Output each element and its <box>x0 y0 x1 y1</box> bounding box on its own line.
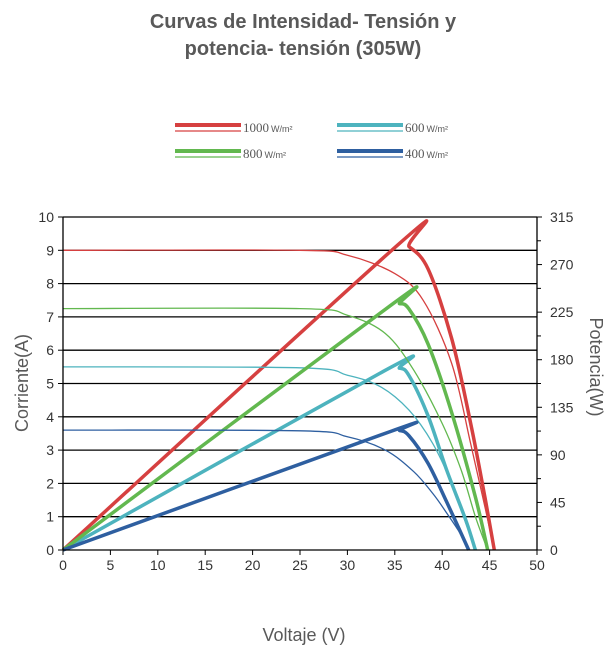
x-tick-label-10: 10 <box>150 557 166 573</box>
y-left-tick-label-3: 3 <box>46 442 54 458</box>
legend-unit-600: W/m² <box>427 124 449 134</box>
x-tick-label-30: 30 <box>340 557 356 573</box>
y-left-tick-label-1: 1 <box>46 509 54 525</box>
y-right-tick-label-90: 90 <box>550 447 566 463</box>
curves <box>61 219 497 552</box>
y-left-tick-label-2: 2 <box>46 475 54 491</box>
y-left-axis-label: Corriente(A) <box>12 334 32 432</box>
y-left-tick-label-6: 6 <box>46 342 54 358</box>
y-right-tick-label-180: 180 <box>550 352 574 368</box>
y-left-tick-label-8: 8 <box>46 276 54 292</box>
legend-unit-400: W/m² <box>427 150 449 160</box>
x-tick-label-45: 45 <box>482 557 498 573</box>
y-right-tick-label-225: 225 <box>550 304 574 320</box>
legend-label-800: 800 W/m² <box>243 146 286 161</box>
legend-unit-800: W/m² <box>265 150 287 160</box>
x-tick-label-40: 40 <box>434 557 450 573</box>
x-tick-label-0: 0 <box>59 557 67 573</box>
x-tick-label-35: 35 <box>387 557 403 573</box>
iv-curve-1000 <box>62 249 495 551</box>
chart-title-line-2: potencia- tensión (305W) <box>185 38 422 60</box>
y-right-tick-label-315: 315 <box>550 209 574 225</box>
x-axis-label: Voltaje (V) <box>262 625 345 645</box>
y-left-tick-label-5: 5 <box>46 376 54 392</box>
tick-labels: 0 5 10 15 20 25 30 35 40 45 5001234567891004590135… <box>38 209 573 573</box>
x-tick-label-5: 5 <box>107 557 115 573</box>
x-tick-label-15: 15 <box>197 557 213 573</box>
x-tick-label-20: 20 <box>245 557 261 573</box>
pv-curve-400 <box>62 420 471 552</box>
legend-label-1000: 1000 W/m² <box>243 120 293 135</box>
y-left-tick-label-7: 7 <box>46 309 54 325</box>
x-tick-label-25: 25 <box>292 557 308 573</box>
x-tick-label-50: 50 <box>529 557 545 573</box>
y-right-tick-label-135: 135 <box>550 399 574 415</box>
y-right-axis-label: Potencia(W) <box>586 317 606 416</box>
chart-title-line-1: Curvas de Intensidad- Tensión y <box>150 11 457 33</box>
y-left-tick-label-4: 4 <box>46 409 54 425</box>
y-right-tick-label-45: 45 <box>550 494 566 510</box>
pv-curve-1000 <box>61 219 497 552</box>
legend-unit-1000: W/m² <box>271 124 293 134</box>
iv-curve-800 <box>62 307 489 551</box>
legend-label-600: 600 W/m² <box>405 120 448 135</box>
axes <box>58 216 542 555</box>
y-left-tick-label-10: 10 <box>38 209 54 225</box>
pv-curve-800 <box>61 285 490 552</box>
y-left-tick-label-9: 9 <box>46 242 54 258</box>
iv-curve-400 <box>62 429 470 551</box>
y-right-tick-label-0: 0 <box>550 542 558 558</box>
pv-curve-600 <box>62 354 478 552</box>
legend-label-400: 400 W/m² <box>405 146 448 161</box>
y-left-tick-label-0: 0 <box>46 542 54 558</box>
y-right-tick-label-270: 270 <box>550 257 574 273</box>
legend: 1000 W/m² 600 W/m² 800 W/m² 400 W/m² <box>175 120 448 161</box>
